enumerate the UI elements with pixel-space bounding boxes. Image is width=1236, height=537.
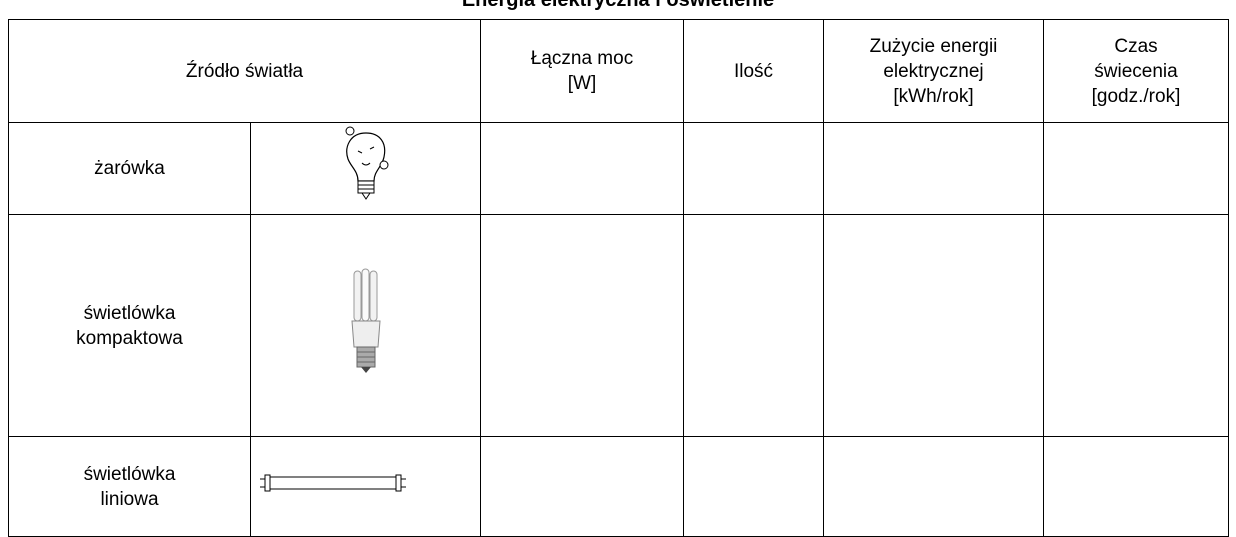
cell: świetlówka liniowa: [8, 436, 251, 537]
header-text: Zużycie energii elektrycznej [kWh/rok]: [869, 35, 998, 107]
cell: [683, 122, 824, 215]
cell: [1043, 122, 1229, 215]
row-label: świetlówka liniowa: [83, 463, 176, 510]
header-text: Ilość: [733, 60, 774, 82]
row: świetlówka kompaktowa: [8, 214, 1229, 437]
header-text: Łączna moc [W]: [530, 48, 634, 94]
header-cell: Czas świecenia [godz./rok]: [1043, 19, 1229, 123]
cell: [480, 122, 684, 215]
row: świetlówka liniowa: [8, 436, 1229, 537]
cell: [683, 436, 824, 537]
cell: [1043, 214, 1229, 437]
row-label: świetlówka kompaktowa: [76, 302, 183, 349]
image-cell: [250, 214, 481, 437]
title: Energia elektryczna i oświetlenie: [461, 0, 775, 11]
cell: [480, 214, 684, 437]
cell: [683, 214, 824, 437]
cell: [823, 436, 1044, 537]
header-cell: Zużycie energii elektrycznej [kWh/rok]: [823, 19, 1044, 123]
cell: [480, 436, 684, 537]
header-text: Źródło światła: [185, 60, 304, 82]
image-cell: [250, 122, 481, 215]
image-cell: [250, 436, 481, 537]
cell: [1043, 436, 1229, 537]
cell: żarówka: [8, 122, 251, 215]
header-text: Czas świecenia [godz./rok]: [1091, 35, 1181, 107]
cell: [823, 122, 1044, 215]
table: Źródło światła Łączna moc [W] Ilość Zuży…: [8, 19, 1229, 537]
header-cell: Łączna moc [W]: [480, 19, 684, 123]
row: żarówka: [8, 122, 1229, 215]
tube-icon: [260, 474, 406, 492]
header-cell: Ilość: [683, 19, 824, 123]
header-cell: Źródło światła: [8, 19, 481, 123]
cell: świetlówka kompaktowa: [8, 214, 251, 437]
cell: [823, 214, 1044, 437]
row-label: żarówka: [94, 158, 165, 179]
header-row: Źródło światła Łączna moc [W] Ilość Zuży…: [8, 19, 1229, 123]
cfl-icon: [350, 268, 381, 373]
bulb-icon: [345, 126, 388, 200]
